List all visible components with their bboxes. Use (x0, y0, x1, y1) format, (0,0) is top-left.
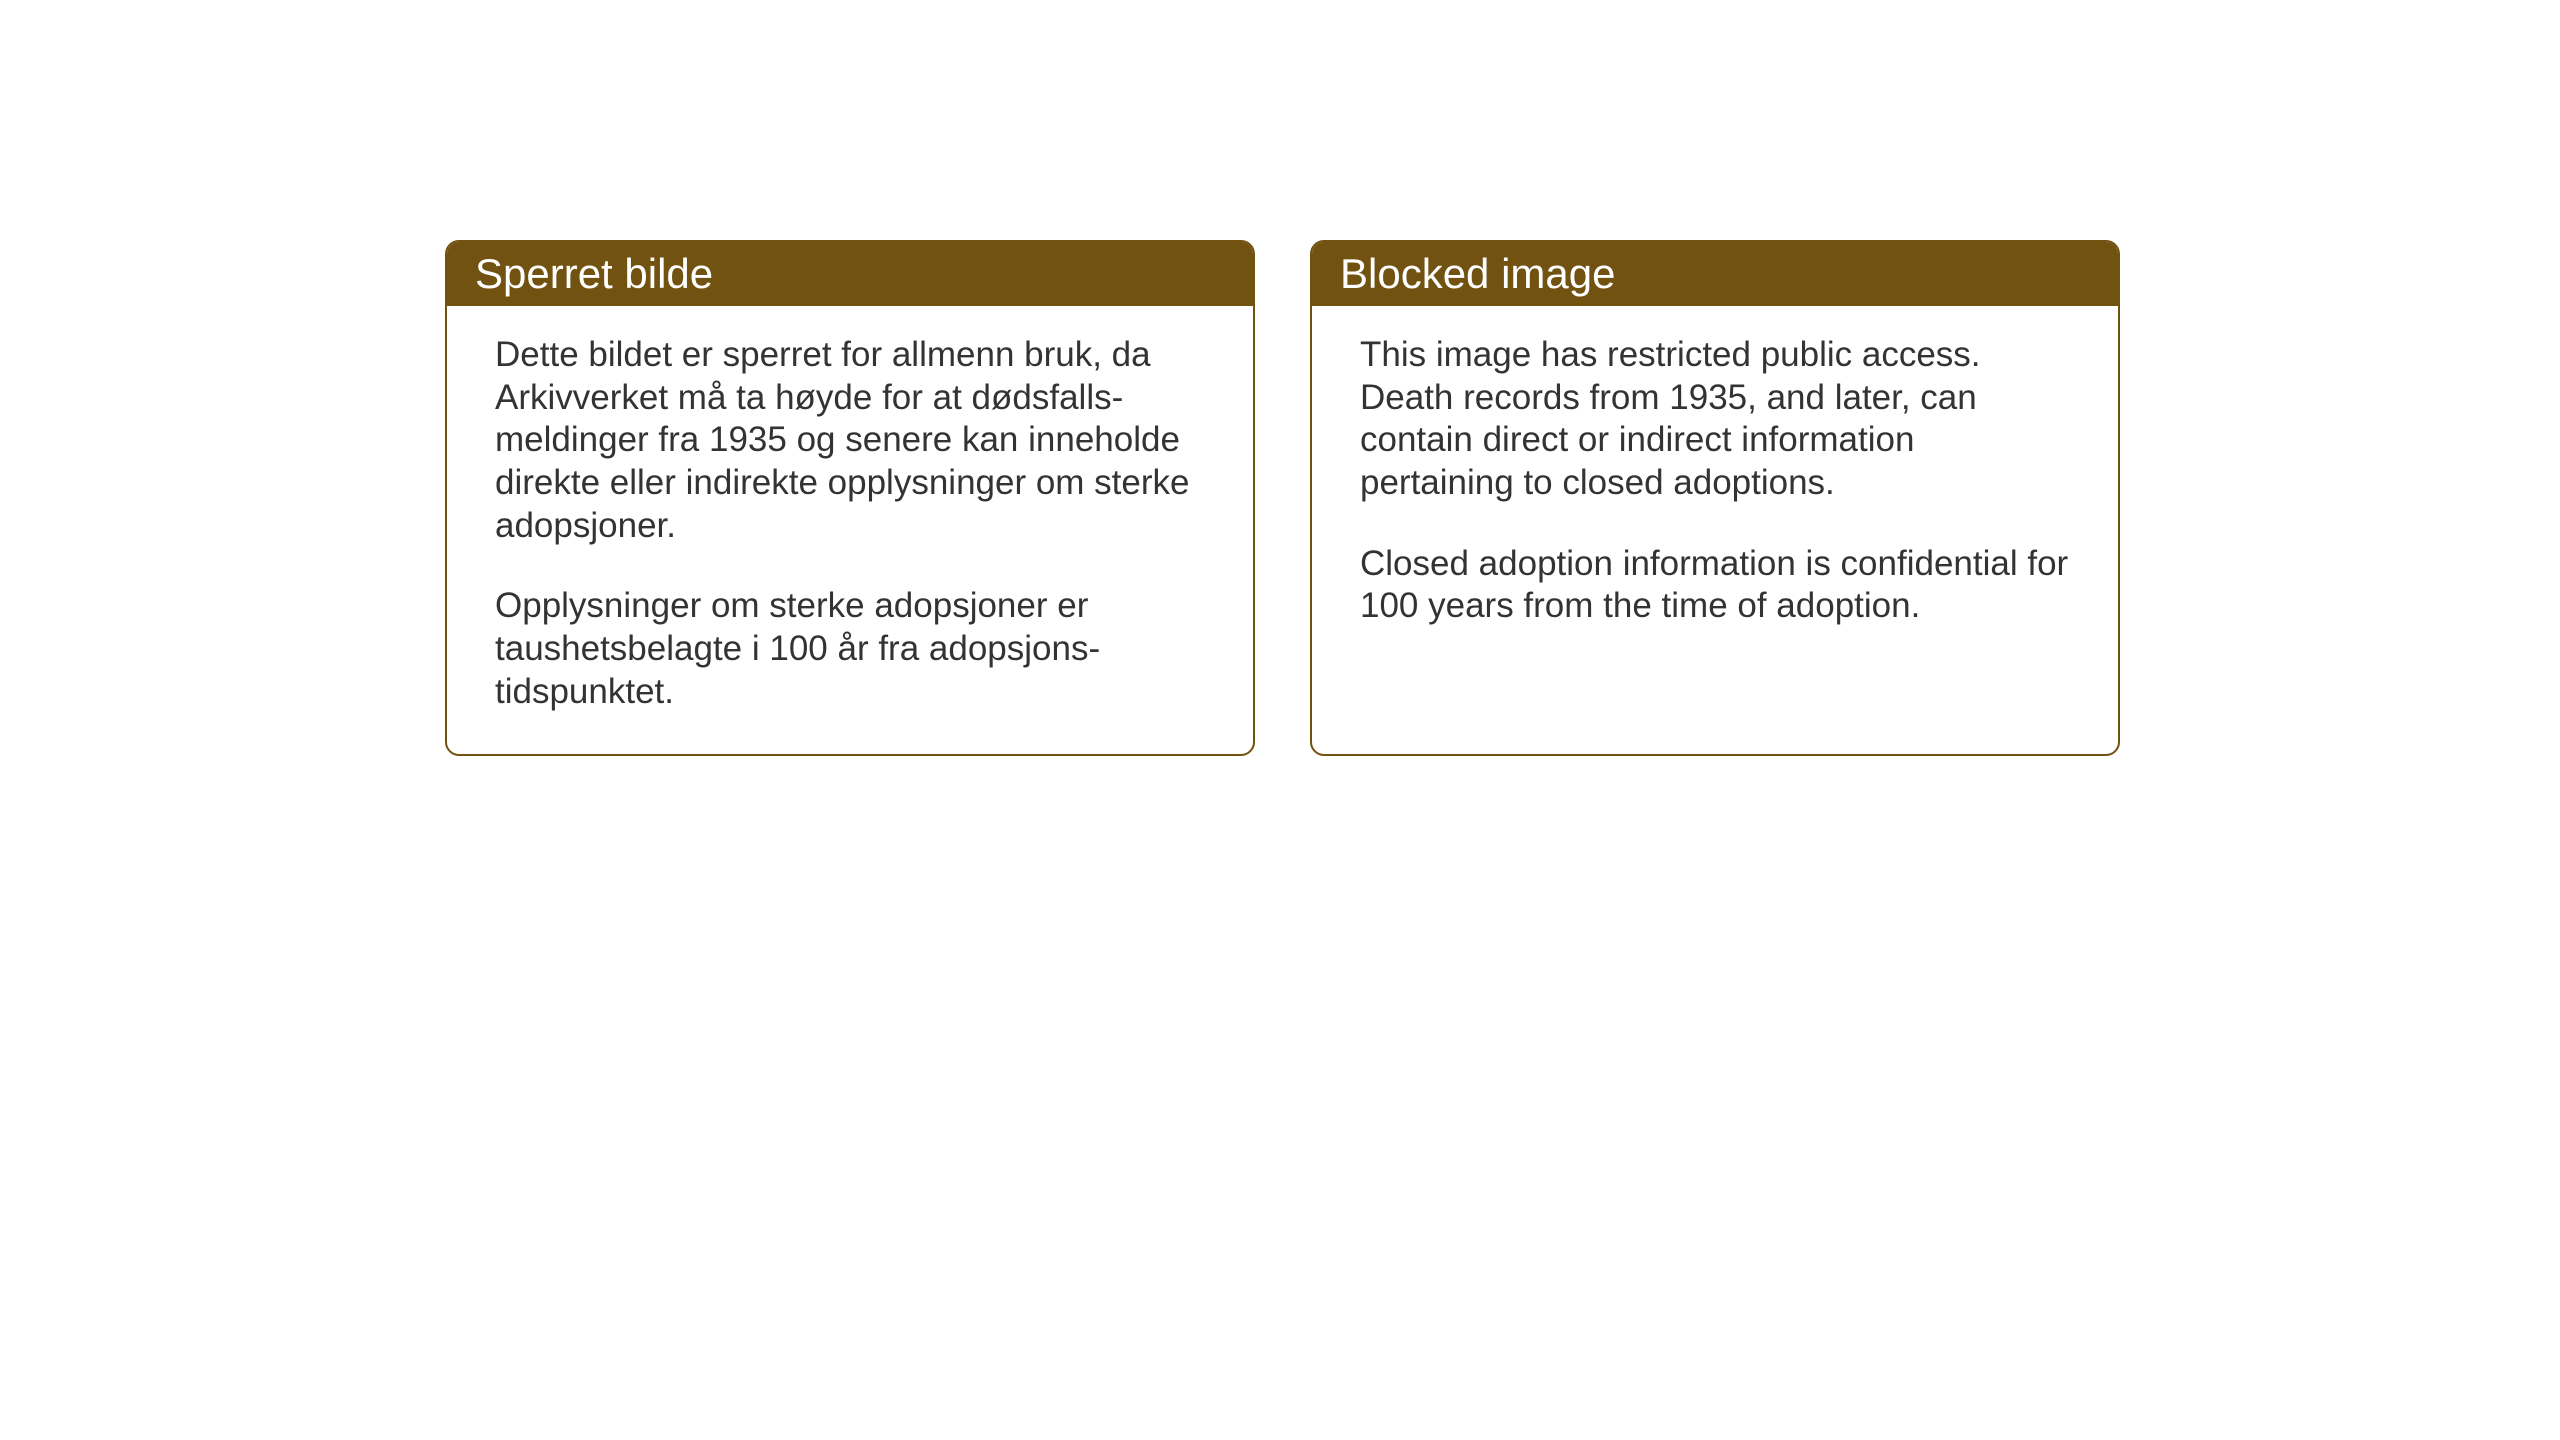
english-card-body: This image has restricted public access.… (1312, 306, 2118, 668)
norwegian-paragraph-1: Dette bildet er sperret for allmenn bruk… (495, 334, 1205, 547)
english-card-title: Blocked image (1312, 242, 2118, 306)
notice-cards-container: Sperret bilde Dette bildet er sperret fo… (445, 240, 2120, 756)
english-paragraph-2: Closed adoption information is confident… (1360, 543, 2070, 628)
english-notice-card: Blocked image This image has restricted … (1310, 240, 2120, 756)
norwegian-card-body: Dette bildet er sperret for allmenn bruk… (447, 306, 1253, 754)
norwegian-card-title: Sperret bilde (447, 242, 1253, 306)
norwegian-paragraph-2: Opplysninger om sterke adopsjoner er tau… (495, 585, 1205, 713)
english-paragraph-1: This image has restricted public access.… (1360, 334, 2070, 505)
norwegian-notice-card: Sperret bilde Dette bildet er sperret fo… (445, 240, 1255, 756)
